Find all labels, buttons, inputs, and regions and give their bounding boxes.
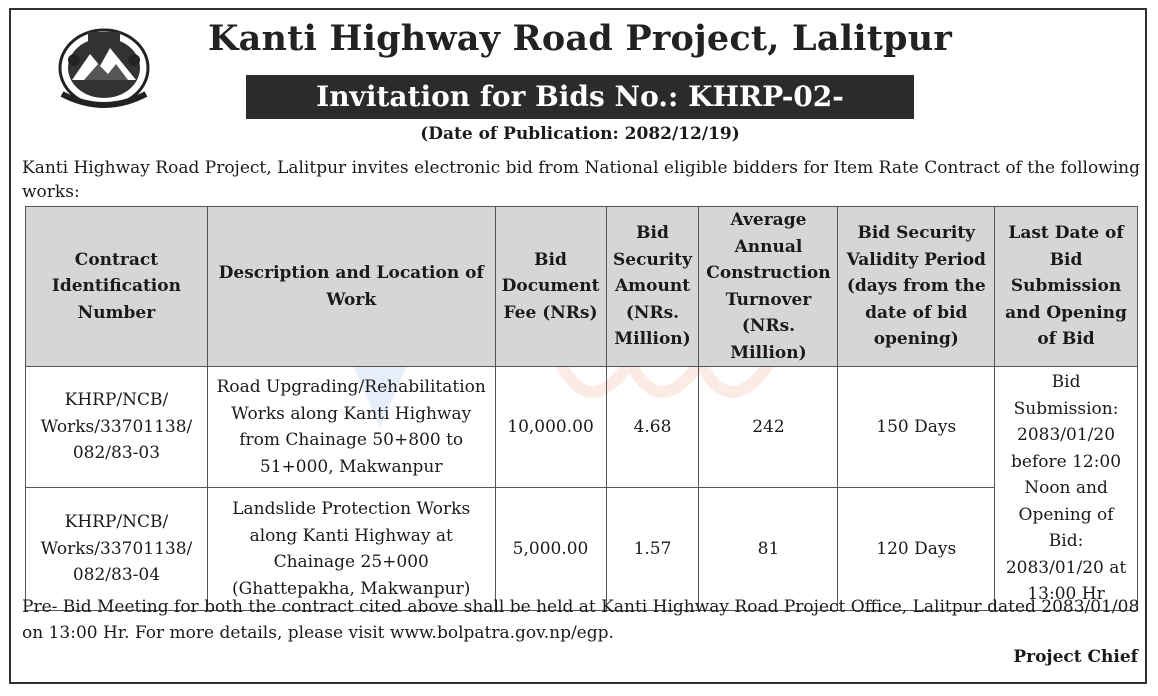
turnover-cell: 242 <box>698 366 839 488</box>
bid-fee-cell: 5,000.00 <box>494 487 607 611</box>
bid-security-cell: 1.57 <box>605 487 700 611</box>
description-cell: Road Upgrading/Rehabilitation Works alon… <box>206 366 496 488</box>
header-turnover: Average Annual Construction Turnover (NR… <box>698 206 839 367</box>
header-bid-fee: Bid Document Fee (NRs) <box>494 206 607 367</box>
bid-fee-cell: 10,000.00 <box>494 366 607 488</box>
signature: Project Chief <box>1013 647 1138 667</box>
contract-id-cell: KHRP/NCB/ Works/33701138/ 082/83-03 <box>25 366 208 488</box>
publication-date: (Date of Publication: 2082/12/19) <box>420 124 740 144</box>
header-bid-security: Bid Security Amount (NRs. Million) <box>605 206 700 367</box>
validity-cell: 120 Days <box>837 487 996 611</box>
description-cell: Landslide Protection Works along Kanti H… <box>206 487 496 611</box>
notice-frame <box>9 8 1147 684</box>
page-title: Kanti Highway Road Project, Lalitpur <box>207 18 953 59</box>
table-row: KHRP/NCB/ Works/33701138/ 082/83-04 Land… <box>25 487 1138 611</box>
footer-paragraph: Pre- Bid Meeting for both the contract c… <box>22 597 1140 643</box>
header-contract-id: Contract Identification Number <box>25 206 208 367</box>
intro-paragraph: Kanti Highway Road Project, Lalitpur inv… <box>22 158 1140 202</box>
bid-security-cell: 4.68 <box>605 366 700 488</box>
bid-table: Contract Identification Number Descripti… <box>25 206 1138 611</box>
contract-id-cell: KHRP/NCB/ Works/33701138/ 082/83-04 <box>25 487 208 611</box>
header-description: Description and Location of Work <box>206 206 496 367</box>
header-validity: Bid Security Validity Period (days from … <box>837 206 996 367</box>
header-last-date: Last Date of Bid Submission and Opening … <box>994 206 1138 367</box>
validity-cell: 150 Days <box>837 366 996 488</box>
table-row: KHRP/NCB/ Works/33701138/ 082/83-03 Road… <box>25 366 1138 611</box>
ifb-number-banner: Invitation for Bids No.: KHRP-02-2082/08… <box>246 75 914 157</box>
turnover-cell: 81 <box>698 487 839 611</box>
last-date-cell: Bid Submission: 2083/01/20 before 12:00 … <box>994 366 1138 611</box>
table-header-row: Contract Identification Number Descripti… <box>25 206 1138 367</box>
nepal-government-emblem-icon <box>54 24 154 110</box>
